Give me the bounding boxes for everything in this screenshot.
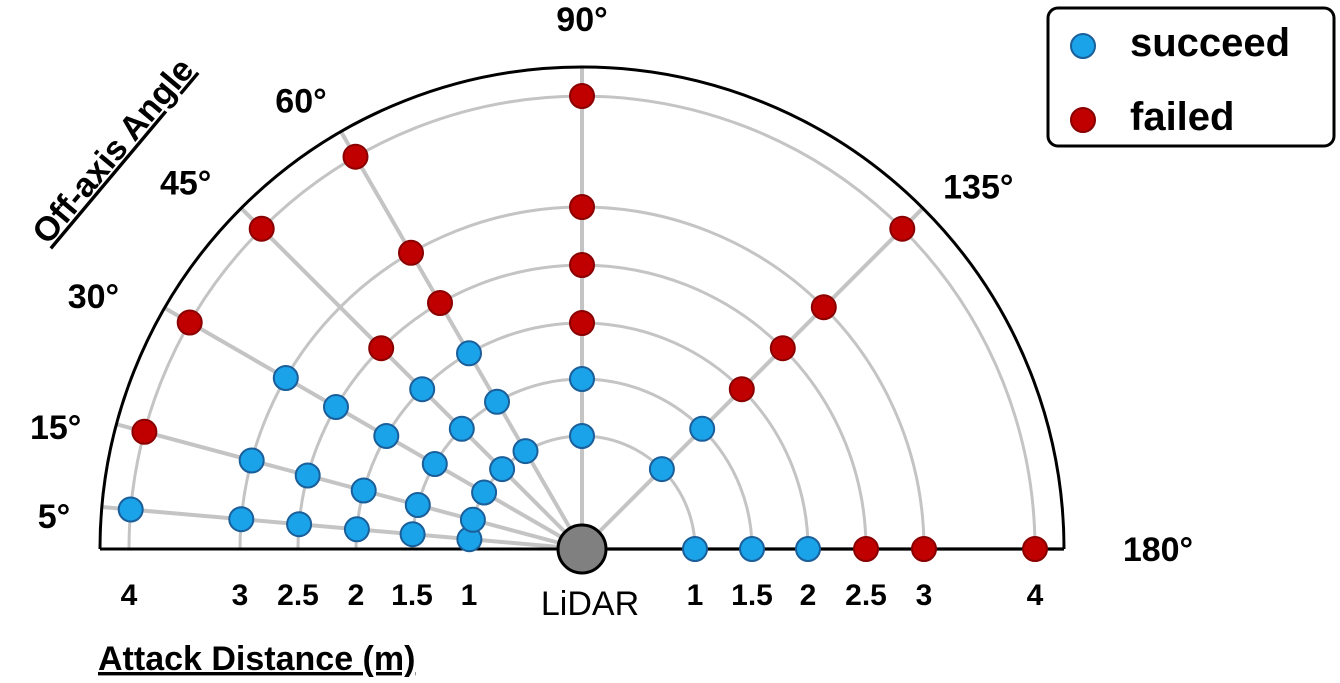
angle-label-layer: 5° 15° 30° 45° 60° 90° 135° 180° [30,1,1193,569]
distance-tick-right: 1 [687,579,704,612]
failed-point [728,376,755,403]
origin-label: LiDAR [541,585,639,623]
succeed-point [484,388,510,415]
failed-point [368,335,395,362]
origin-layer [556,523,608,575]
succeed-point [569,366,595,392]
grid-ray [163,306,584,551]
x-axis-title: Attack Distance (m) [98,640,415,678]
failed-point [131,418,158,445]
angle-label: 90° [556,1,607,39]
distance-tick-left: 1 [461,579,478,612]
failed-point [342,143,369,170]
succeed-point [648,456,675,483]
failed-point [810,294,837,321]
succeed-point [294,462,321,489]
succeed-point [739,536,765,562]
distance-tick-left: 2 [348,579,365,612]
succeed-point [399,521,426,548]
angle-label: 15° [30,409,81,447]
y-axis-title: Off-axis Angle [25,51,201,251]
grid-ray [339,130,584,551]
outer-arc [98,65,1066,550]
failed-point [569,194,595,220]
succeed-point [682,536,708,562]
angle-label: 180° [1123,531,1193,569]
distance-tick-right: 4 [1027,579,1044,612]
succeed-point [795,536,821,562]
distance-tick-left: 4 [121,579,138,612]
grid-ray [239,206,584,551]
succeed-point [272,365,299,391]
point-layer [117,83,1048,562]
angle-label: 135° [943,169,1013,207]
distance-tick-right: 1.5 [731,579,773,612]
distance-tick-right: 3 [916,579,933,612]
succeed-point [343,516,370,543]
tick-layer: 4 3 2.5 2 1.5 1 1 1.5 2 2.5 3 4 [121,579,1044,612]
distance-tick-right: 2 [800,579,817,612]
succeed-point [421,451,448,477]
failed-point [248,215,275,242]
legend-label-failed: failed [1130,95,1234,139]
succeed-point [404,492,431,518]
angle-label: 5° [38,498,71,536]
legend-box [1046,6,1336,148]
grid-ray [101,504,583,551]
succeed-point [409,376,436,403]
grid-layer [101,67,1064,551]
failed-point [569,252,595,278]
succeed-point [238,447,265,474]
failed-point [889,215,916,242]
legend-marker-failed [1070,107,1096,133]
angle-label: 45° [160,165,211,203]
angle-label: 30° [68,278,119,316]
succeed-point [323,394,349,420]
failed-point [176,309,203,336]
failed-point [1022,536,1048,562]
distance-tick-left: 1.5 [391,579,433,612]
succeed-point [471,479,498,506]
legend-marker-succeed [1070,33,1096,59]
succeed-point [448,415,475,442]
succeed-point [228,506,255,533]
angle-label: 60° [275,82,326,120]
legend-label-succeed: succeed [1130,21,1290,65]
failed-point [427,290,453,316]
distance-tick-right: 2.5 [845,579,887,612]
failed-point [853,536,879,562]
failed-point [398,239,424,266]
succeed-point [512,438,539,465]
failed-point [769,335,796,362]
succeed-point [569,423,595,449]
failed-point [569,310,595,336]
grid-ray [580,206,925,551]
lidar-marker [556,523,608,575]
legend: succeed failed [1046,6,1336,148]
succeed-point [286,511,313,538]
succeed-point [456,340,482,367]
succeed-point [117,496,144,523]
succeed-point [459,506,486,533]
succeed-point [350,477,377,504]
succeed-point [689,415,716,442]
distance-tick-left: 3 [232,579,249,612]
failed-point [911,536,937,562]
succeed-point [373,423,400,449]
succeed-point [489,456,516,483]
grid-ray [115,422,583,551]
distance-tick-left: 2.5 [277,579,319,612]
failed-point [569,83,595,109]
